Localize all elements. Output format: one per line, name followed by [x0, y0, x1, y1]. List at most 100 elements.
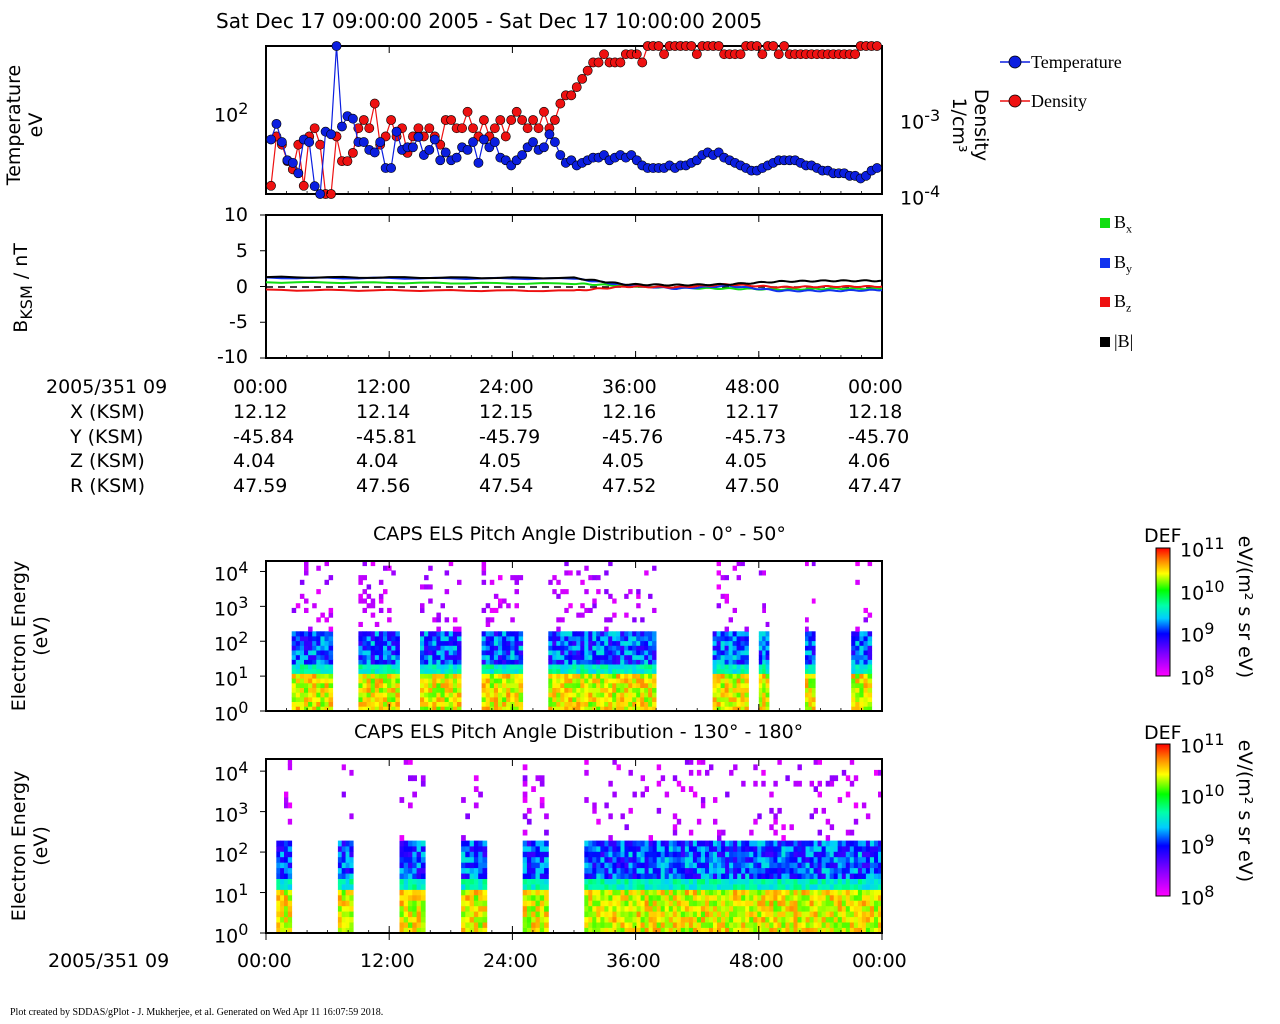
pad2-cell [478, 862, 483, 869]
pad1-cell [811, 668, 816, 674]
pad2-cell [412, 867, 417, 874]
pad1-cell [805, 701, 809, 707]
ephemeris-row-label: Z (KSM) [70, 450, 145, 472]
pad2-cell [769, 900, 774, 907]
pad1-cell [420, 650, 425, 656]
pad2-cell [676, 889, 682, 896]
pad2-cell [805, 894, 810, 901]
pad1-cell [391, 659, 396, 665]
pad1-cell [383, 654, 388, 660]
pad2-cell [705, 867, 710, 874]
pad1-cell [510, 650, 515, 656]
ephemeris-value: 4.05 [725, 450, 768, 472]
pad2-cell [737, 878, 742, 885]
pad2-cell [857, 900, 863, 907]
pad2-cell [878, 884, 883, 890]
pad2-cell [833, 878, 839, 885]
pad2-cell [535, 775, 541, 782]
pad1-cell [489, 645, 495, 651]
pad2-cell [608, 922, 613, 928]
pad1-cell [604, 701, 609, 707]
pad1-cell [576, 659, 581, 665]
pad2-cell [853, 911, 859, 918]
pad1-cell [712, 631, 717, 637]
pad2-cell [478, 905, 483, 912]
pad1-cell [457, 678, 462, 684]
pad1-cell [457, 650, 462, 656]
pad2-cell [785, 900, 790, 907]
pad1-cell [378, 692, 384, 698]
pad1-cell [428, 645, 433, 651]
pad2-cell [837, 884, 843, 890]
pad2-cell [341, 894, 346, 901]
pad1-cell [295, 701, 301, 707]
pad1-cell [436, 612, 441, 618]
pad1-cell [716, 696, 721, 702]
pad2-cell [841, 873, 847, 879]
pad2-cell [276, 840, 281, 847]
pad2-cell [628, 807, 633, 814]
pad1-cell [758, 664, 763, 670]
pad1-cell [716, 706, 721, 712]
pad1-cell [295, 696, 301, 702]
pad1-cell [851, 682, 856, 688]
pad2-cell [482, 867, 488, 874]
pad1-cell [620, 636, 625, 642]
pad2-cell [473, 884, 479, 890]
pad2-cell [526, 884, 532, 890]
pad1-cell [855, 687, 860, 693]
pad2-cell [604, 867, 609, 874]
pad1-cell [362, 682, 367, 688]
pad1-cell [383, 673, 388, 679]
pad1-cell [808, 696, 813, 702]
pad1-cell [518, 692, 524, 698]
pad1-cell [560, 631, 565, 637]
pad2-cell [845, 922, 851, 928]
pad2-cell [644, 916, 649, 923]
pad1-cell [624, 696, 629, 702]
pad1-cell [604, 640, 609, 646]
pad2-cell [535, 905, 541, 912]
pad1-cell [560, 706, 565, 712]
pad1-cell [304, 636, 309, 642]
pad1-cell [560, 645, 565, 651]
temperature-point [435, 155, 446, 166]
pad1-cell [805, 687, 809, 693]
pad2-cell [588, 889, 593, 896]
pad2-cell [648, 862, 653, 869]
pad1-cell [428, 664, 433, 670]
pad1-cell [867, 631, 873, 637]
pad1-cell [328, 575, 334, 581]
pad1-cell [851, 692, 856, 698]
pad1-cell [316, 654, 321, 660]
pad2-cell [408, 916, 413, 923]
pad2-cell [526, 922, 532, 928]
pad1-cell [765, 621, 770, 627]
pad2-cell [345, 905, 350, 912]
pad2-cell [478, 894, 483, 901]
pad1-cell [584, 664, 589, 670]
pad1-cell [502, 664, 507, 670]
pad2-cell [544, 829, 549, 836]
pad2-cell [821, 911, 826, 918]
pad2-cell [700, 867, 706, 874]
pad1-cell [762, 682, 766, 688]
pad2-cell [793, 884, 798, 890]
pad1-cell [724, 701, 729, 707]
pad2-cell [821, 862, 826, 869]
temperature-point [489, 137, 500, 147]
temperature-ylabel-line2: eV [25, 112, 47, 138]
pad1-cell [502, 650, 507, 656]
pad1-cell [391, 706, 396, 712]
pad2-cell [817, 862, 822, 869]
pad2-cell [805, 856, 810, 863]
pad2-cell [644, 856, 649, 863]
pad2-cell [612, 905, 617, 912]
pad2-cell [878, 867, 883, 874]
pad1-cell [604, 570, 609, 576]
pad2-cell [813, 862, 818, 869]
pad2-cell [399, 846, 405, 852]
pad1-cell [420, 673, 425, 679]
pad2-cell [337, 922, 343, 928]
pad2-cell [284, 867, 289, 874]
